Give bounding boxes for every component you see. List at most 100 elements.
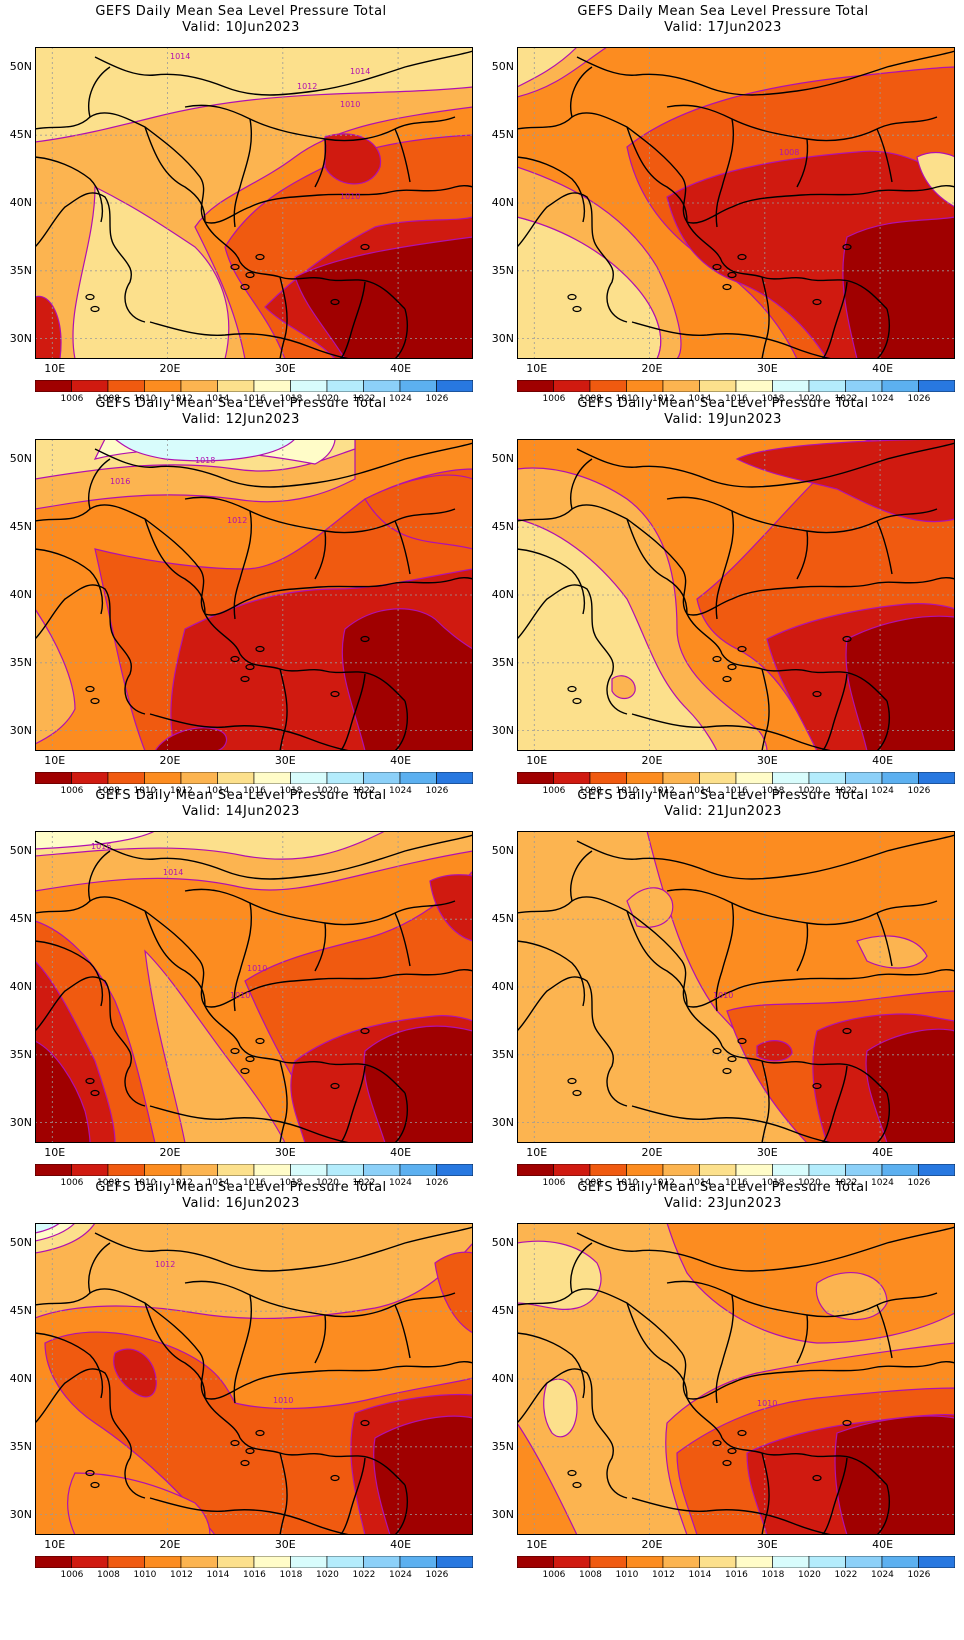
colorbar-label: 1014: [206, 786, 230, 796]
coastline: [821, 673, 848, 751]
colorbar-swatch: [808, 1164, 846, 1176]
colorbar-swatch: [363, 1164, 401, 1176]
colorbar-label: 1006: [60, 1570, 84, 1580]
island: [737, 1429, 747, 1437]
colorbar-label: 1012: [170, 394, 193, 404]
lon-label: 30E: [274, 362, 296, 375]
coastline: [631, 1497, 833, 1535]
colorbar-swatch: [881, 772, 919, 784]
island: [712, 263, 722, 271]
panel-valid-date: Valid: 21Jun2023: [664, 804, 782, 819]
colorbar-swatch: [107, 1556, 145, 1568]
contour-label: 1010: [340, 100, 360, 109]
colorbar-swatch: [35, 380, 72, 392]
colorbar-swatch: [290, 380, 328, 392]
lat-label: 50N: [491, 1236, 514, 1250]
colorbar-label: 1022: [834, 1178, 858, 1188]
coastline: [394, 128, 411, 183]
colorbar-swatch: [290, 1164, 328, 1176]
island: [567, 1077, 577, 1085]
map-panel-p1: GEFS Daily Mean Sea Level Pressure Total…: [0, 0, 482, 410]
colorbar-swatch: [735, 1556, 773, 1568]
colorbar-label: 1012: [652, 1178, 675, 1188]
island: [90, 1089, 100, 1097]
island: [255, 1037, 265, 1045]
colorbar-swatch: [735, 772, 773, 784]
coastline: [88, 458, 111, 510]
colorbar-label: 1012: [170, 786, 193, 796]
lon-label: 10E: [526, 362, 548, 375]
colorbar-label: 1006: [542, 1570, 566, 1580]
colorbar-swatch: [180, 772, 218, 784]
panel-valid-date: Valid: 23Jun2023: [664, 1196, 782, 1211]
coastline: [876, 308, 890, 359]
colorbar-swatch: [326, 1556, 364, 1568]
colorbar-label: 1024: [871, 786, 894, 796]
island: [240, 1067, 250, 1075]
coastline: [339, 281, 366, 359]
coastline: [35, 896, 241, 1047]
colorbar: [35, 380, 473, 392]
colorbar-label: 1016: [725, 1570, 748, 1580]
coastline: [204, 184, 473, 224]
island: [812, 298, 822, 306]
colorbar-label: 1006: [542, 786, 566, 796]
lon-label: 30E: [756, 754, 778, 767]
colorbar-swatch: [845, 380, 883, 392]
colorbar-label: 1006: [60, 394, 84, 404]
island: [727, 271, 737, 279]
coastline: [761, 1452, 770, 1535]
colorbar-swatch: [144, 1556, 182, 1568]
island: [722, 1459, 732, 1467]
colorbar-label: 1018: [761, 394, 785, 404]
colorbar-label: 1022: [352, 394, 376, 404]
colorbar-label: 1008: [579, 786, 602, 796]
panel-valid-date: Valid: 17Jun2023: [664, 20, 782, 35]
lat-label: 40N: [9, 588, 32, 601]
coastline: [279, 1452, 288, 1535]
colorbar-swatch: [253, 1164, 291, 1176]
pressure-contour-area: [517, 1240, 602, 1310]
colorbar-swatch: [699, 380, 737, 392]
contour-label: 1014: [350, 67, 370, 76]
colorbar-swatch: [399, 380, 437, 392]
lat-label: 45N: [491, 912, 514, 926]
colorbar-label: 1022: [834, 786, 858, 796]
colorbar: [35, 772, 473, 784]
colorbar-swatch: [326, 1164, 364, 1176]
colorbar-label: 1020: [316, 1570, 339, 1580]
coastline: [339, 1065, 366, 1143]
island: [85, 293, 95, 301]
colorbar-label: 1018: [761, 1178, 785, 1188]
coastline: [517, 504, 723, 655]
coastline: [394, 1304, 411, 1359]
coastline: [94, 442, 473, 488]
colorbar-swatch: [918, 1556, 955, 1568]
coastline: [314, 530, 327, 580]
island: [255, 1429, 265, 1437]
coastline: [761, 1060, 770, 1143]
pressure-map: 1018 1016 1012: [35, 439, 473, 751]
coastline: [796, 922, 809, 972]
colorbar-label: 1026: [425, 786, 449, 796]
colorbar-label: 1014: [688, 394, 712, 404]
pressure-contour-area: [363, 1025, 473, 1143]
colorbar-label: 1016: [725, 394, 748, 404]
colorbar-label: 1024: [389, 1178, 412, 1188]
colorbar-swatch: [772, 1164, 810, 1176]
coastline: [517, 156, 586, 223]
coastline: [570, 1242, 593, 1294]
panel-valid-date: Valid: 19Jun2023: [664, 412, 782, 427]
colorbar-label: 1022: [352, 1570, 376, 1580]
colorbar-label: 1018: [279, 1178, 303, 1188]
lat-label: 35N: [491, 1439, 514, 1453]
colorbar-swatch: [699, 1556, 737, 1568]
colorbar-label: 1012: [652, 394, 675, 404]
coastline: [796, 530, 809, 580]
coastline: [88, 66, 111, 118]
contour-label: 1016: [91, 842, 111, 851]
colorbar-swatch: [180, 1164, 218, 1176]
colorbar-label: 1020: [798, 394, 821, 404]
lat-label: 40N: [491, 588, 514, 601]
colorbar-label: 1026: [907, 786, 931, 796]
